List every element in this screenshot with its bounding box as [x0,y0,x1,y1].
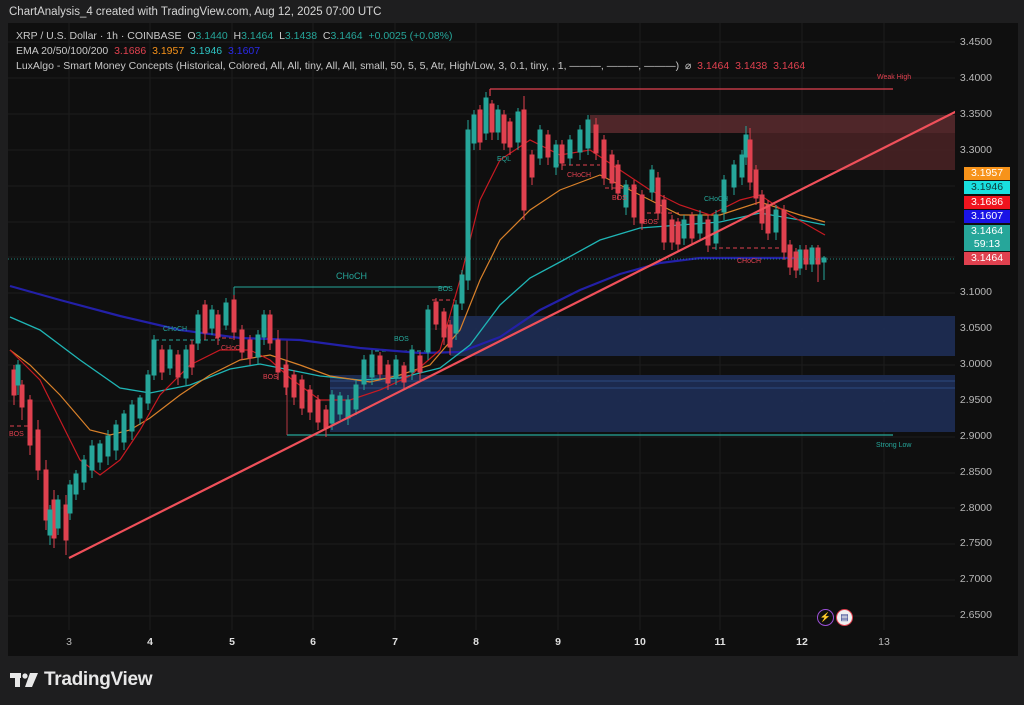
bos-label-4: BOS [612,195,627,202]
bos-label-6: BOS [9,431,24,438]
low-value: 3.1438 [284,30,318,42]
high-value: 3.1464 [241,30,274,42]
ema200-line [9,256,800,355]
ema100-value: 3.1946 [190,45,223,57]
tradingview-logo[interactable]: TradingView [10,669,153,691]
ema-label: EMA 20/50/100/200 [16,45,109,57]
smc-label: LuxAlgo - Smart Money Concepts (Historic… [16,60,680,72]
choch-label-5: CHoCH [737,258,762,265]
ema50-price-tag: 3.1957 [964,167,1010,180]
supply-zone-2 [750,133,963,170]
us-flag-event-icon[interactable]: ▤ [836,609,853,626]
ema200-price-tag: 3.1607 [964,210,1010,223]
date-tick: 3 [66,636,72,648]
price-tick: 3.4000 [959,72,992,84]
price-tick: 2.9000 [959,430,992,442]
bos-label-2: BOS [394,336,409,343]
smc-price-tag: 3.1464 [964,252,1010,265]
tradingview-logo-icon [10,673,38,687]
price-tick: 3.0000 [959,358,992,370]
eql-label: EQL [497,156,512,163]
weak-high-label: Weak High [877,74,912,81]
candlesticks [11,92,827,555]
ema100-price-tag: 3.1946 [964,181,1010,194]
date-tick: 5 [229,636,235,648]
chart-panel[interactable] [8,23,1018,656]
ema20-value: 3.1686 [114,45,147,57]
demand-zone-2 [330,375,963,432]
price-tick: 2.8000 [959,502,992,514]
price-tick: 2.9500 [959,394,992,406]
date-tick: 4 [147,636,153,648]
smc-value-1: 3.1464 [697,60,730,72]
price-tick: 2.7000 [959,573,992,585]
price-chart[interactable] [8,23,1018,656]
smc-value-2: 3.1438 [735,60,768,72]
trendline [68,107,964,559]
price-tick: 2.7500 [959,537,992,549]
smc-legend[interactable]: LuxAlgo - Smart Money Concepts (Historic… [16,60,805,72]
last-price-value: 3.1464 [970,225,1004,237]
date-tick: 11 [714,636,726,648]
date-tick: 12 [796,636,808,648]
ema20-line [9,139,826,476]
ema200-value: 3.1607 [228,45,261,57]
lightning-event-icon[interactable]: ⚡ [817,609,834,626]
choch-label-1: CHoCH [163,326,188,333]
open-value: 3.1440 [195,30,228,42]
date-tick: 9 [555,636,561,648]
choch-label-2: CHoCH [221,345,246,352]
price-tick: 3.0500 [959,322,992,334]
choch-label-3: CHoCH [567,172,592,179]
ema50-value: 3.1957 [152,45,185,57]
strong-low-label: Strong Low [876,442,912,449]
bos-label-1: BOS [263,374,278,381]
brand-name: TradingView [44,669,153,690]
price-tick: 2.6500 [959,609,992,621]
date-tick: 6 [310,636,316,648]
last-price-tag: 3.1464 59:13 [964,225,1010,251]
bar-countdown: 59:13 [973,238,1001,250]
smc-value-3: 3.1464 [773,60,806,72]
date-tick: 10 [634,636,646,648]
date-tick: 8 [473,636,479,648]
choch-main-label: CHoCH [336,271,368,281]
bos-label-5: BOS [643,219,658,226]
choch-label-4: CHoCH [704,196,729,203]
symbol-legend[interactable]: XRP / U.S. Dollar · 1h · COINBASE O3.144… [16,30,453,42]
price-tick: 3.1000 [959,286,992,298]
demand-zone-1 [450,316,963,356]
price-tick: 3.4500 [959,36,992,48]
price-tick: 3.3500 [959,108,992,120]
chart-caption: ChartAnalysis_4 created with TradingView… [9,6,382,18]
event-markers[interactable]: ⚡ ▤ [817,609,853,626]
change-value: +0.0025 (+0.08%) [368,30,453,42]
symbol-name: XRP / U.S. Dollar · 1h · COINBASE [16,30,182,42]
supply-zone [590,115,963,133]
price-tick: 2.8500 [959,466,992,478]
close-value: 3.1464 [330,30,363,42]
date-tick: 7 [392,636,398,648]
date-tick: 13 [878,636,890,648]
ema-legend[interactable]: EMA 20/50/100/200 3.1686 3.1957 3.1946 3… [16,45,260,57]
bos-label-3: BOS [438,286,453,293]
price-tick: 3.3000 [959,144,992,156]
hidden-eye-icon[interactable]: ⌀ [684,60,692,72]
ema20-price-tag: 3.1686 [964,196,1010,209]
